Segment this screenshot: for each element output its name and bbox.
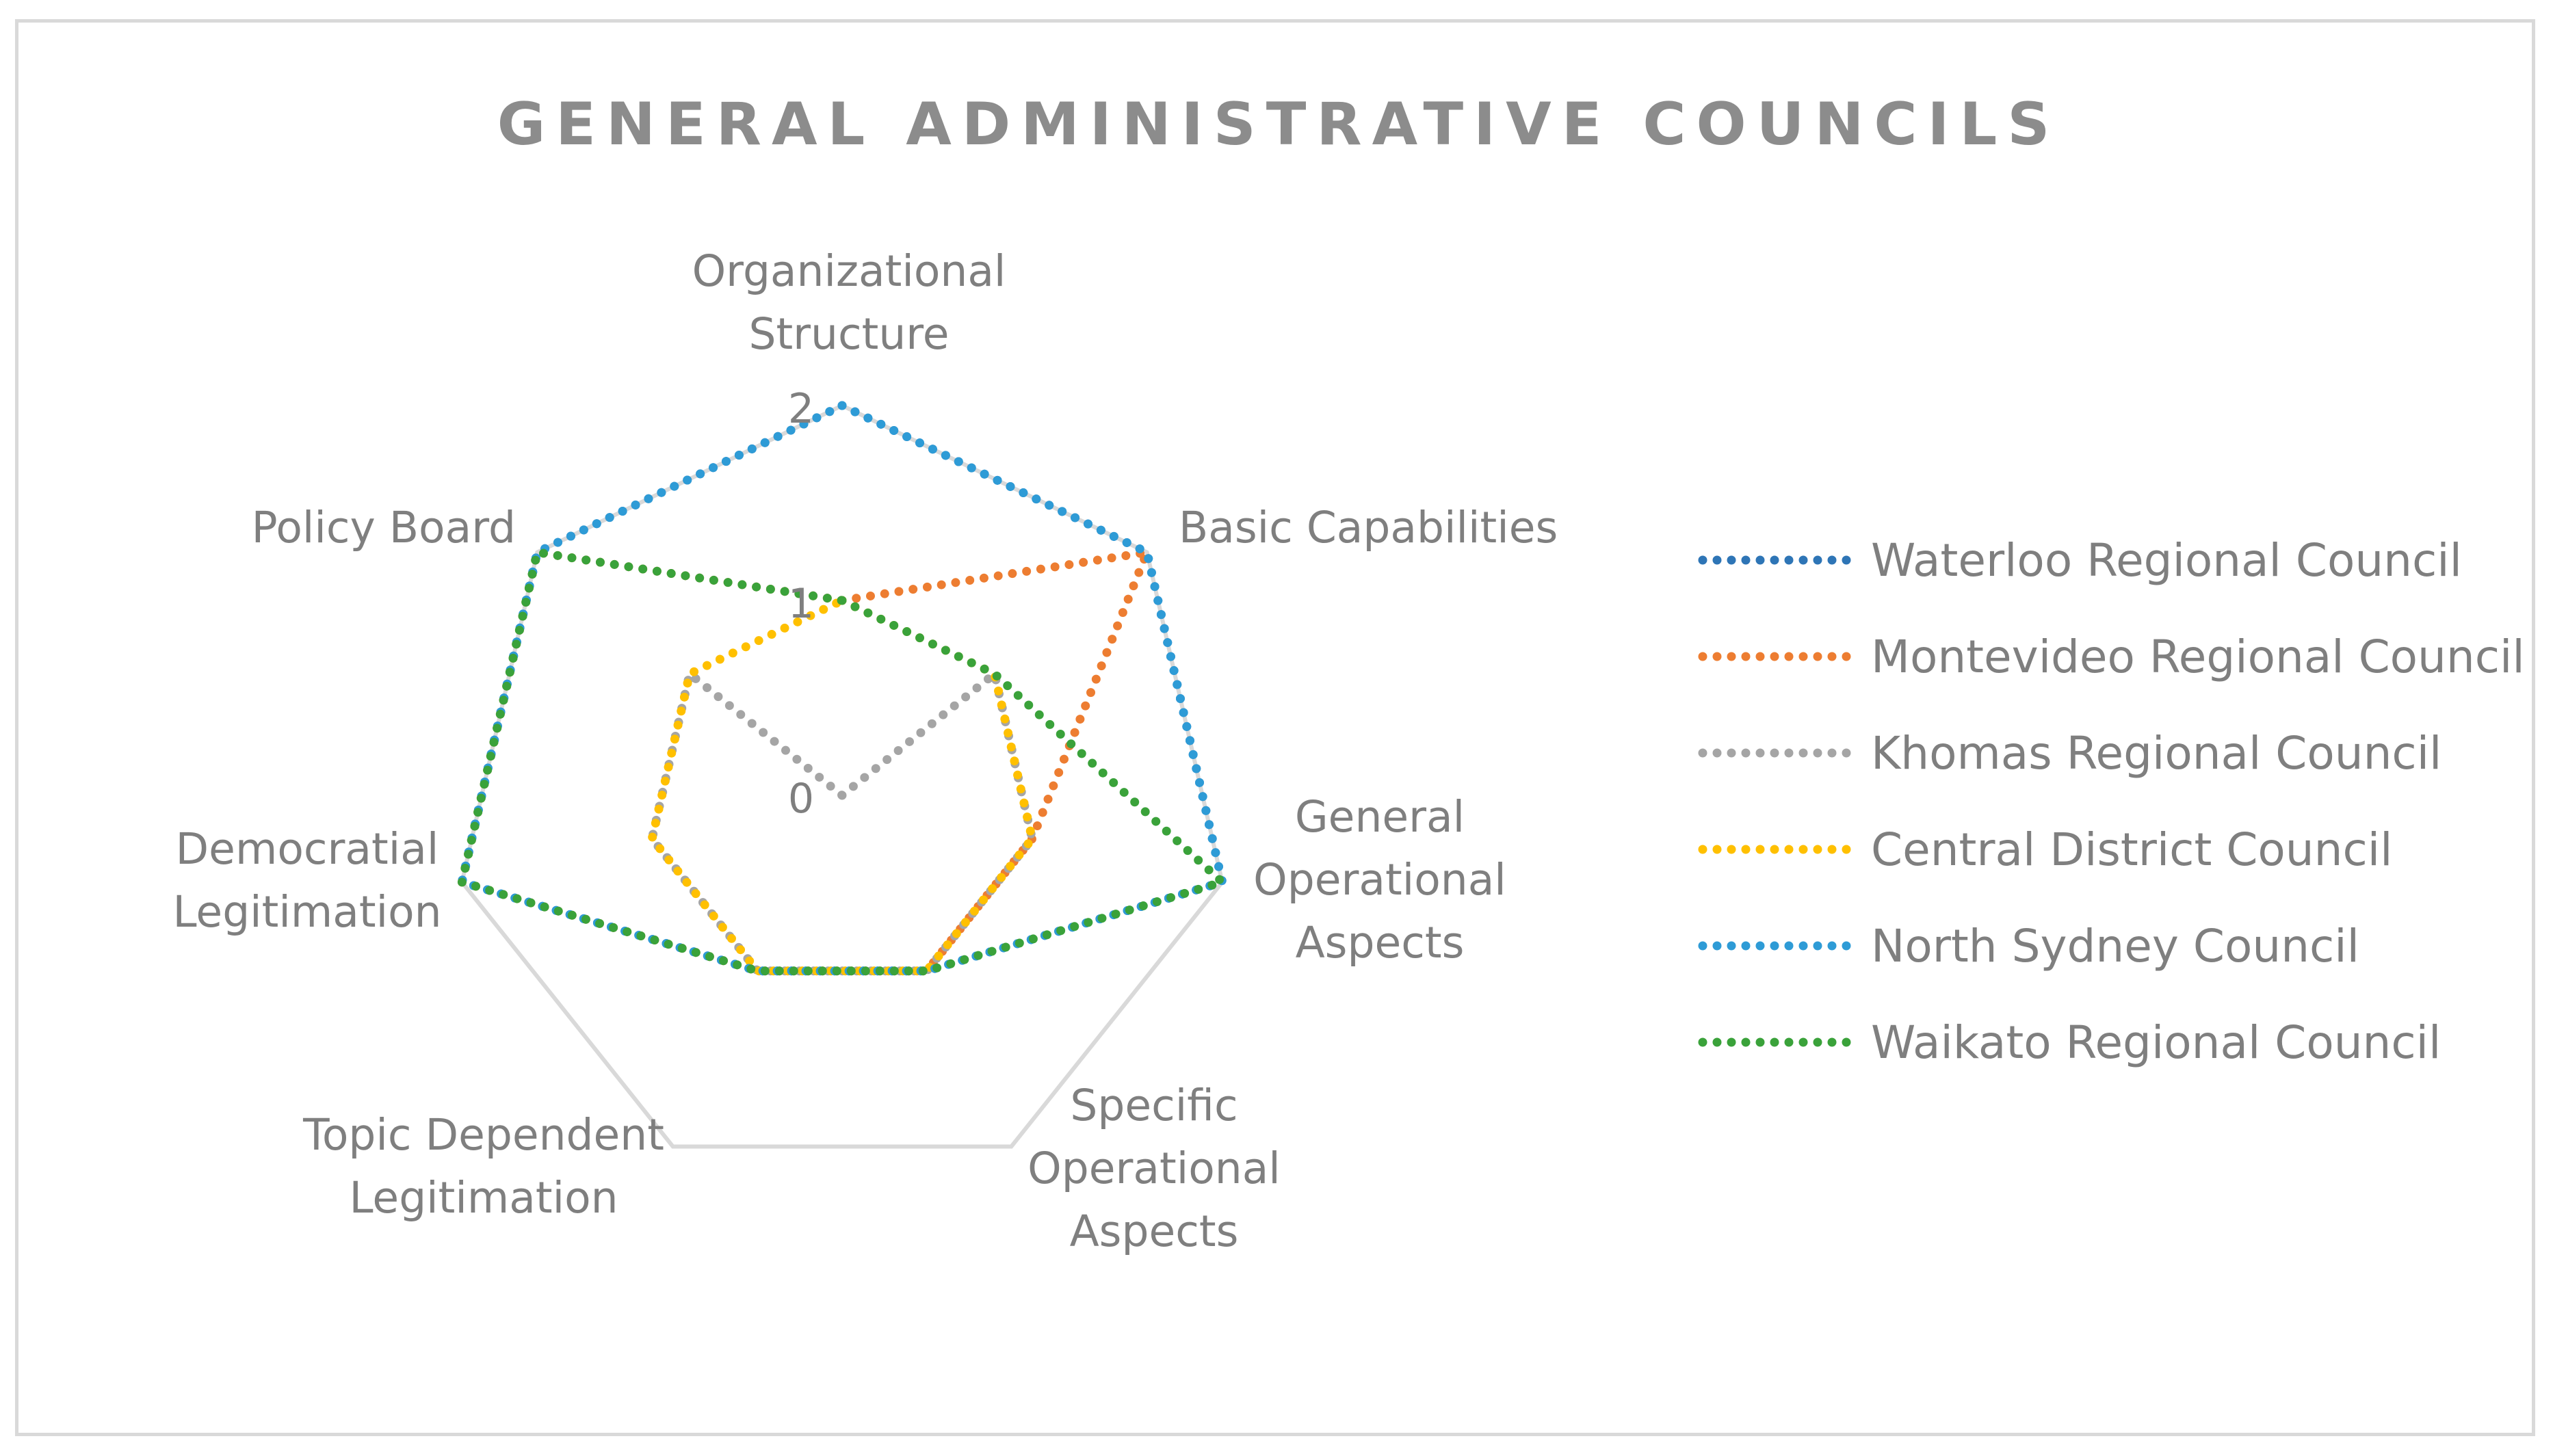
series-line-2 xyxy=(647,669,1037,976)
axis-label-3-line-1: Operational xyxy=(1027,1143,1281,1193)
series-line-5 xyxy=(457,548,1227,976)
legend-label-4: North Sydney Council xyxy=(1871,920,2359,972)
axis-label-2-line-1: Operational xyxy=(1253,855,1506,905)
axis-label-6-line-0: Policy Board xyxy=(252,503,516,553)
axis-label-0-line-1: Structure xyxy=(748,309,949,359)
axis-label-5-line-1: Legitimation xyxy=(172,887,441,937)
radar-chart: GENERAL ADMINISTRATIVE COUNCILS Organiza… xyxy=(172,90,2525,1256)
axis-label-2-line-0: General xyxy=(1295,792,1465,842)
axis-label-4-line-0: Topic Dependent xyxy=(302,1110,664,1160)
axis-labels: Organizational Structure Basic Capabilitie… xyxy=(172,246,1558,1256)
axis-label-2-line-2: Aspects xyxy=(1296,918,1465,968)
series-line-0 xyxy=(457,401,1227,976)
axis-label-5-line-0: Democratial xyxy=(176,824,439,874)
legend-label-5: Waikato Regional Council xyxy=(1871,1016,2441,1069)
series-line-3 xyxy=(647,596,1037,976)
legend: Waterloo Regional Council Montevideo Regi… xyxy=(1698,534,2525,1069)
radial-ticks: 0 1 2 xyxy=(788,385,814,823)
tick-label-1: 1 xyxy=(788,580,814,628)
tick-label-2: 2 xyxy=(788,385,814,433)
radar-grid xyxy=(460,403,1225,1149)
axis-label-3-line-2: Aspects xyxy=(1070,1206,1239,1256)
radar-series xyxy=(457,401,1227,976)
chart-area: GENERAL ADMINISTRATIVE COUNCILS Organiza… xyxy=(15,19,2535,1436)
axis-label-0-line-0: Organizational xyxy=(692,246,1006,296)
axis-label-3-line-0: Specific xyxy=(1070,1081,1238,1130)
series-line-1 xyxy=(457,548,1152,976)
series-line-4 xyxy=(457,401,1227,976)
legend-label-0: Waterloo Regional Council xyxy=(1871,534,2462,587)
legend-label-1: Montevideo Regional Council xyxy=(1871,631,2525,683)
chart-title: GENERAL ADMINISTRATIVE COUNCILS xyxy=(497,90,2060,159)
legend-label-2: Khomas Regional Council xyxy=(1871,727,2441,780)
legend-label-3: Central District Council xyxy=(1871,823,2392,876)
grid-ring-outer xyxy=(460,403,1225,1149)
axis-label-1-line-0: Basic Capabilities xyxy=(1179,503,1558,553)
tick-label-0: 0 xyxy=(788,775,814,823)
axis-label-4-line-1: Legitimation xyxy=(349,1173,618,1223)
